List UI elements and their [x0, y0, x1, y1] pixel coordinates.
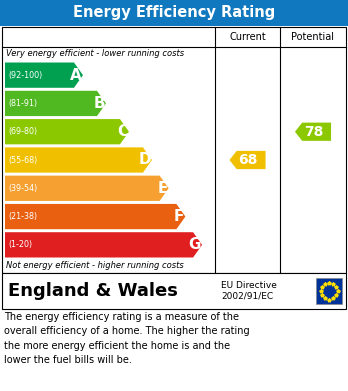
Bar	[2, 273, 346, 309]
Polygon shape	[5, 119, 129, 144]
Text: EU Directive: EU Directive	[221, 282, 277, 291]
Text: (69-80): (69-80)	[8, 127, 37, 136]
Polygon shape	[5, 91, 106, 116]
Text: 68: 68	[238, 153, 258, 167]
Text: (39-54): (39-54)	[8, 184, 37, 193]
Polygon shape	[229, 151, 266, 169]
Text: Potential: Potential	[292, 32, 334, 42]
Text: The energy efficiency rating is a measure of the
overall efficiency of a home. T: The energy efficiency rating is a measur…	[4, 312, 250, 365]
Text: 2002/91/EC: 2002/91/EC	[221, 292, 273, 301]
Bar	[2, 27, 346, 273]
Text: B: B	[93, 96, 105, 111]
Text: England & Wales: England & Wales	[8, 282, 178, 300]
Text: D: D	[138, 152, 151, 167]
Text: (81-91): (81-91)	[8, 99, 37, 108]
Text: G: G	[189, 237, 201, 252]
Text: A: A	[70, 68, 82, 83]
Polygon shape	[5, 176, 169, 201]
Text: (21-38): (21-38)	[8, 212, 37, 221]
Polygon shape	[5, 147, 152, 173]
Bar	[0, 0, 348, 26]
Text: Current: Current	[229, 32, 266, 42]
Text: (92-100): (92-100)	[8, 71, 42, 80]
Text: 78: 78	[304, 125, 323, 139]
Bar	[316, 278, 342, 304]
Text: F: F	[174, 209, 184, 224]
Polygon shape	[295, 123, 331, 141]
Text: E: E	[157, 181, 168, 196]
Text: Energy Efficiency Rating: Energy Efficiency Rating	[73, 5, 275, 20]
Text: Not energy efficient - higher running costs: Not energy efficient - higher running co…	[6, 262, 184, 271]
Polygon shape	[5, 232, 202, 258]
Text: (55-68): (55-68)	[8, 156, 37, 165]
Polygon shape	[5, 204, 185, 229]
Text: (1-20): (1-20)	[8, 240, 32, 249]
Text: Very energy efficient - lower running costs: Very energy efficient - lower running co…	[6, 50, 184, 59]
Text: C: C	[117, 124, 128, 139]
Polygon shape	[5, 63, 83, 88]
